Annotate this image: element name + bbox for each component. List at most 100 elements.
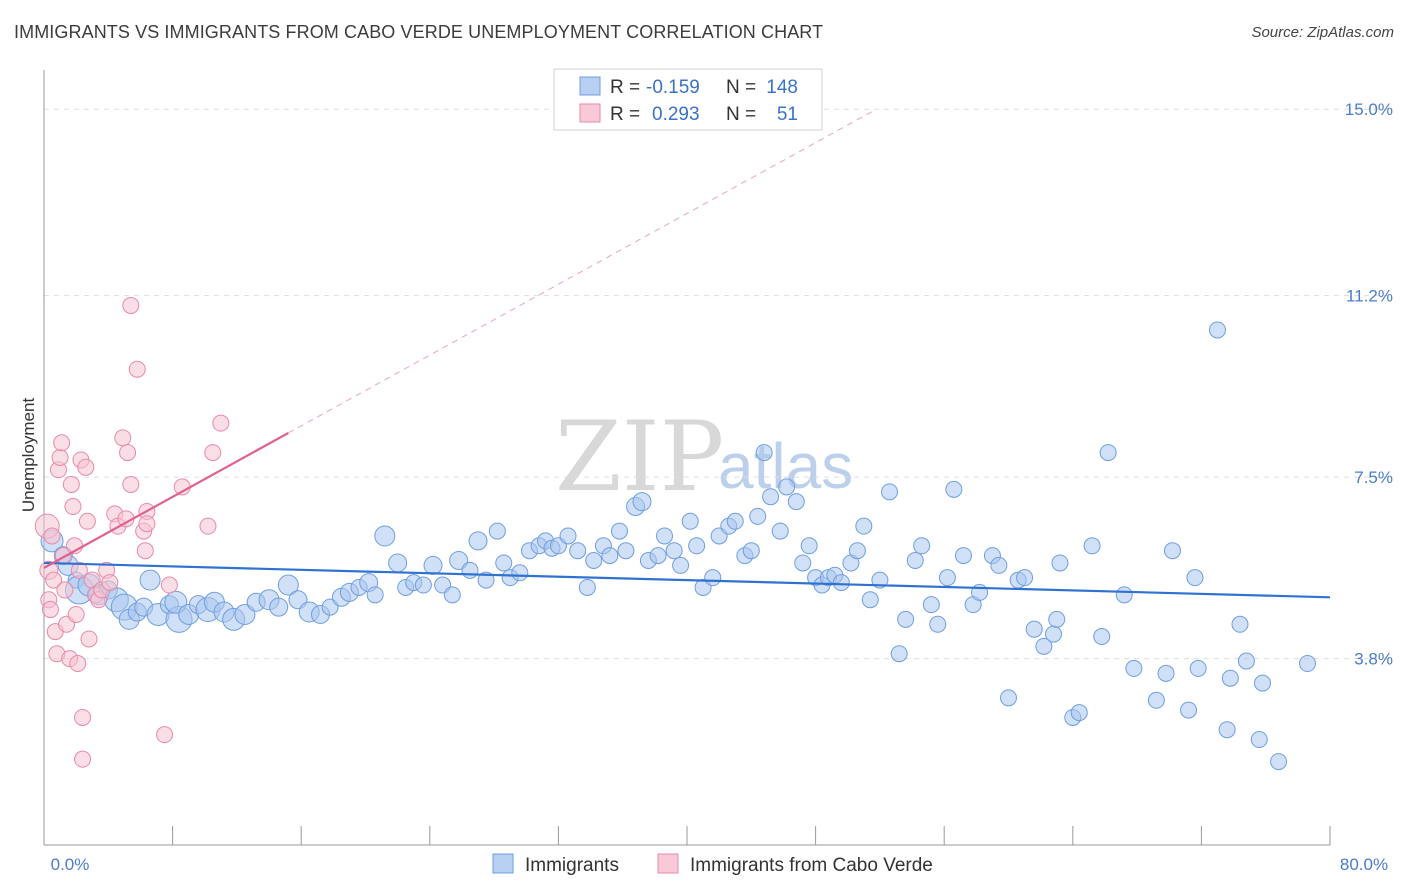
immigrants-point-72 <box>665 542 683 560</box>
immigrants-point-129 <box>1147 691 1165 709</box>
immigrants-point-37 <box>366 586 384 604</box>
cabo-verde-point-42 <box>136 542 154 560</box>
cabo-verde-point-3 <box>41 601 59 619</box>
immigrants-point-133 <box>1186 569 1204 587</box>
cabo-verde-point-20 <box>70 561 88 579</box>
cabo-verde-points <box>34 296 230 768</box>
legend-r-label-1: R = <box>610 77 640 98</box>
immigrants-point-75 <box>688 537 706 555</box>
immigrants-point-45 <box>443 586 461 604</box>
immigrants-point-50 <box>488 522 506 540</box>
immigrants-point-106 <box>922 596 940 614</box>
immigrants-point-38 <box>374 525 396 547</box>
legend-swatch-blue <box>579 76 601 96</box>
immigrants-point-80 <box>726 512 744 530</box>
cabo-verde-point-18 <box>67 605 85 623</box>
immigrants-point-104 <box>906 552 924 570</box>
immigrants-point-51 <box>495 554 513 572</box>
trend-lines <box>43 111 1331 599</box>
cabo-verde-point-32 <box>101 574 119 592</box>
y-tick-labels: 3.8% 7.5% 11.2% 15.0% <box>1345 100 1393 668</box>
immigrants-point-125 <box>1093 628 1111 646</box>
cabo-verde-point-38 <box>119 444 137 462</box>
immigrants-point-42 <box>414 576 432 594</box>
immigrants-point-39 <box>388 553 408 573</box>
cabo-verde-point-10 <box>53 434 71 452</box>
immigrants-point-24 <box>234 603 256 625</box>
bottom-legend-label-blue: Immigrants <box>525 855 619 876</box>
cabo-verde-point-37 <box>122 475 140 493</box>
immigrants-point-138 <box>1231 615 1249 633</box>
immigrants-point-28 <box>277 574 299 596</box>
immigrants-point-110 <box>954 547 972 565</box>
cabo-verde-point-23 <box>74 750 92 768</box>
immigrants-point-132 <box>1180 701 1198 719</box>
cabo-verde-point-4 <box>43 527 61 545</box>
immigrants-point-43 <box>423 555 443 575</box>
cabo-verde-point-35 <box>114 429 132 447</box>
immigrants-point-87 <box>778 478 796 496</box>
immigrants-point-114 <box>990 556 1008 574</box>
immigrants-point-101 <box>881 483 899 501</box>
immigrants-point-134 <box>1189 659 1207 677</box>
immigrants-point-95 <box>832 574 850 592</box>
immigrants-point-86 <box>771 522 789 540</box>
legend-r-value-1: -0.159 <box>646 77 700 98</box>
immigrants-trend-line <box>43 561 1331 599</box>
immigrants-point-105 <box>913 537 931 555</box>
immigrants-point-70 <box>649 547 667 565</box>
cabo-verde-point-44 <box>138 515 156 533</box>
cabo-verde-point-50 <box>212 414 230 432</box>
chart-source: Source: ZipAtlas.com <box>1251 24 1394 41</box>
immigrants-point-82 <box>742 542 760 560</box>
immigrants-point-124 <box>1083 537 1101 555</box>
immigrants-point-109 <box>945 480 963 498</box>
immigrants-point-126 <box>1099 444 1117 462</box>
legend-n-label-1: N = <box>726 77 756 98</box>
immigrants-point-120 <box>1045 625 1063 643</box>
immigrants-point-136 <box>1218 721 1236 739</box>
bottom-legend-label-pink: Immigrants from Cabo Verde <box>690 855 933 876</box>
cabo-verde-point-19 <box>69 655 87 673</box>
immigrants-point-102 <box>890 645 908 663</box>
cabo-verde-trend-line <box>43 432 289 569</box>
immigrants-point-65 <box>610 522 628 540</box>
immigrants-point-48 <box>468 531 488 551</box>
immigrants-point-107 <box>929 615 947 633</box>
legend-n-label-2: N = <box>726 104 756 125</box>
immigrants-point-27 <box>269 597 289 617</box>
immigrants-point-61 <box>578 578 596 596</box>
immigrants-point-103 <box>897 610 915 628</box>
legend-swatch-pink <box>579 103 601 123</box>
immigrants-point-83 <box>749 507 767 525</box>
cabo-verde-point-26 <box>80 630 98 648</box>
immigrants-point-46 <box>449 551 469 571</box>
immigrants-point-68 <box>632 492 652 512</box>
correlation-legend: R = -0.159 N = 148 R = 0.293 N = 51 <box>553 68 823 131</box>
immigrants-point-71 <box>655 527 673 545</box>
immigrants-point-108 <box>938 569 956 587</box>
immigrants-point-117 <box>1016 569 1034 587</box>
immigrants-point-66 <box>617 542 635 560</box>
immigrants-point-49 <box>477 571 495 589</box>
cabo-verde-point-39 <box>122 296 140 314</box>
cabo-verde-point-45 <box>156 726 174 744</box>
chart-title: IMMIGRANTS VS IMMIGRANTS FROM CABO VERDE… <box>14 22 824 42</box>
immigrants-point-115 <box>1000 689 1017 707</box>
immigrants-point-127 <box>1115 586 1133 604</box>
immigrants-point-90 <box>800 537 818 555</box>
immigrants-point-53 <box>511 564 529 582</box>
cabo-verde-point-49 <box>204 444 222 462</box>
immigrants-point-77 <box>704 569 722 587</box>
legend-r-value-2: 0.293 <box>652 104 700 125</box>
cabo-verde-point-16 <box>64 498 82 516</box>
series-legend: Immigrants Immigrants from Cabo Verde <box>492 853 933 876</box>
immigrants-point-84 <box>755 444 773 462</box>
cabo-verde-point-5 <box>45 571 63 589</box>
immigrants-point-97 <box>848 542 866 560</box>
immigrants-point-60 <box>569 542 587 560</box>
immigrants-point-73 <box>672 556 690 574</box>
cabo-verde-point-15 <box>62 475 80 493</box>
x-tick-label-min: 0.0% <box>51 855 90 874</box>
